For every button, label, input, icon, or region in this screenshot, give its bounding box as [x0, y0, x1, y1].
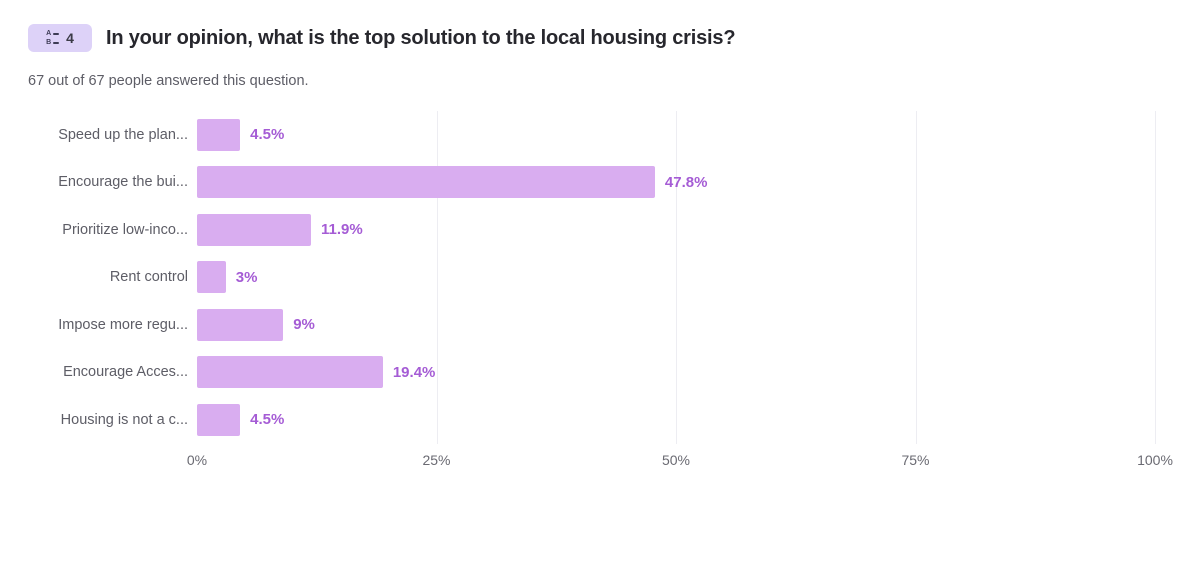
bar-value-label: 11.9% — [321, 221, 363, 239]
bar — [197, 356, 383, 389]
question-number: 4 — [66, 30, 74, 46]
bar — [197, 261, 226, 294]
chart-row: Encourage the bui... 47.8% — [28, 159, 1155, 207]
bar-area: 9% — [197, 308, 1155, 341]
gridline — [915, 111, 917, 444]
bar — [197, 403, 241, 436]
icon-letter: A — [46, 29, 52, 37]
x-axis-tick-label: 100% — [1137, 451, 1173, 468]
chart-row: Speed up the plan... 4.5% — [28, 111, 1155, 159]
icon-dash — [53, 32, 60, 35]
chart-row: Rent control 3% — [28, 254, 1155, 302]
category-label: Housing is not a c... — [60, 411, 188, 428]
bar-area: 3% — [197, 261, 1155, 294]
icon-letter: B — [46, 38, 52, 46]
x-axis: 0% 25% 50% 75% 100% — [187, 444, 1173, 474]
question-header: A B 4 In your opinion, what is the top s… — [0, 0, 1200, 52]
gridline — [436, 111, 438, 444]
chart-row: Impose more regu... 9% — [28, 301, 1155, 349]
category-label: Prioritize low-inco... — [62, 221, 188, 238]
bar — [197, 118, 241, 151]
chart-row: Prioritize low-inco... 11.9% — [28, 206, 1155, 254]
bar — [197, 308, 284, 341]
chart-row: Encourage Acces... 19.4% — [28, 349, 1155, 397]
chart-rows: Speed up the plan... 4.5% Encourage the bu… — [28, 111, 1156, 444]
gridline — [1155, 111, 1156, 444]
question-type-badge: A B 4 — [28, 24, 92, 52]
category-label: Impose more regu... — [58, 316, 188, 333]
bar-area: 4.5% — [197, 403, 1155, 436]
category-label: Rent control — [109, 269, 188, 286]
category-label: Encourage the bui... — [58, 174, 188, 191]
bar-value-label: 4.5% — [250, 126, 285, 144]
results-bar-chart: Speed up the plan... 4.5% Encourage the bu… — [28, 111, 1173, 474]
bar-area: 11.9% — [197, 213, 1155, 246]
bar-value-label: 47.8% — [664, 173, 708, 191]
bar-area: 19.4% — [197, 356, 1155, 389]
gridline — [676, 111, 677, 444]
bar-area: 47.8% — [197, 166, 1155, 199]
plot-gridlines — [197, 111, 1156, 444]
category-label: Encourage Acces... — [63, 364, 188, 381]
x-axis-tick-label: 25% — [422, 451, 451, 468]
survey-question-results: A B 4 In your opinion, what is the top s… — [0, 0, 1200, 474]
x-axis-tick-label: 75% — [901, 451, 930, 468]
bar-value-label: 4.5% — [250, 411, 285, 429]
question-title: In your opinion, what is the top solutio… — [106, 26, 736, 49]
bar — [197, 213, 311, 246]
icon-dash — [53, 41, 60, 44]
multiple-choice-icon: A B — [46, 29, 60, 46]
chart-row: Housing is not a c... 4.5% — [28, 396, 1155, 444]
bar — [197, 166, 655, 199]
bar-value-label: 3% — [235, 268, 258, 286]
x-axis-tick-label: 50% — [661, 451, 691, 468]
bar-value-label: 19.4% — [392, 363, 436, 381]
bar-area: 4.5% — [197, 118, 1155, 151]
x-axis-tick-label: 0% — [186, 451, 208, 468]
category-label: Speed up the plan... — [58, 126, 188, 143]
multiple-choice-icon-row: B — [46, 38, 60, 46]
bar-value-label: 9% — [293, 316, 315, 334]
answer-count-text: 67 out of 67 people answered this questi… — [28, 73, 309, 89]
multiple-choice-icon-row: A — [46, 29, 60, 37]
